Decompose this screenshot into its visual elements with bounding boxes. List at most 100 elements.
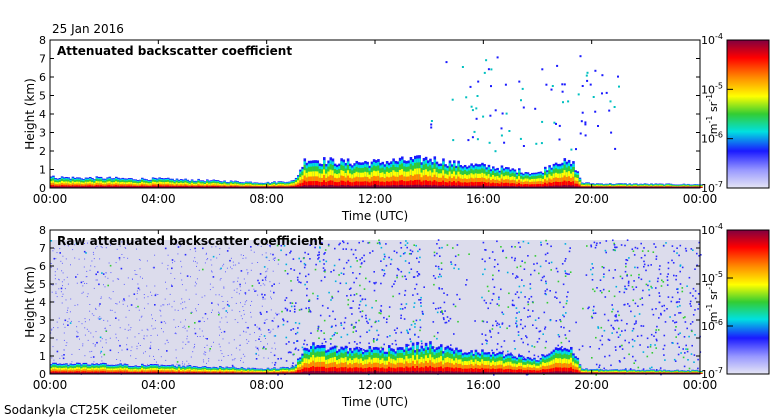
noise-speck	[337, 290, 340, 293]
noise-speck	[84, 355, 86, 357]
noise-speck	[219, 253, 221, 255]
noise-speck	[534, 255, 537, 257]
noise-speck	[656, 325, 658, 328]
boundary-layer-cell	[485, 182, 489, 188]
noise-speck	[103, 353, 106, 356]
noise-speck	[127, 243, 128, 245]
boundary-layer-cell	[331, 180, 335, 188]
noise-speck	[97, 317, 99, 319]
noise-speck	[346, 333, 349, 336]
noise-speck	[204, 351, 206, 353]
noise-speck	[298, 281, 300, 283]
noise-speck	[99, 316, 101, 318]
noise-speck	[91, 260, 93, 262]
noise-speck	[173, 300, 175, 302]
noise-speck	[197, 304, 199, 305]
noise-speck	[107, 277, 109, 279]
cloud-speck	[558, 124, 561, 127]
noise-speck	[684, 321, 687, 323]
noise-speck	[222, 301, 224, 302]
noise-speck	[481, 258, 484, 260]
noise-speck	[272, 328, 274, 330]
noise-speck	[346, 242, 349, 245]
noise-speck	[260, 285, 262, 287]
noise-speck	[186, 335, 188, 337]
noise-speck	[562, 314, 564, 316]
noise-speck	[643, 247, 645, 249]
noise-speck	[541, 276, 544, 279]
noise-speck	[316, 295, 319, 297]
noise-speck	[303, 343, 305, 345]
noise-speck	[675, 278, 677, 281]
boundary-layer-cell	[433, 180, 437, 188]
noise-speck	[76, 335, 78, 338]
noise-speck	[524, 296, 526, 298]
noise-speck	[384, 255, 386, 258]
cloud-speck	[541, 120, 544, 123]
noise-speck	[137, 283, 139, 285]
noise-speck	[89, 351, 91, 353]
noise-speck	[561, 263, 564, 265]
noise-speck	[487, 307, 489, 310]
noise-speck	[234, 358, 236, 360]
noise-speck	[386, 318, 388, 320]
noise-speck	[630, 310, 632, 313]
noise-speck	[340, 324, 343, 326]
noise-speck	[511, 354, 513, 356]
noise-speck	[338, 274, 340, 276]
boundary-layer-cell	[307, 181, 311, 188]
noise-speck	[618, 327, 620, 330]
noise-speck	[87, 293, 89, 295]
noise-speck	[220, 278, 222, 279]
noise-speck	[84, 334, 86, 336]
noise-speck	[508, 325, 511, 327]
noise-speck	[514, 257, 516, 260]
noise-speck	[251, 262, 253, 264]
noise-speck	[527, 303, 530, 306]
noise-speck	[356, 343, 358, 345]
noise-speck	[130, 327, 132, 329]
noise-speck	[169, 293, 171, 295]
noise-speck	[298, 309, 301, 311]
noise-speck	[581, 345, 584, 347]
noise-speck	[368, 329, 371, 332]
boundary-layer-cell	[502, 183, 506, 188]
noise-speck	[144, 307, 145, 309]
noise-speck	[508, 292, 510, 295]
noise-speck	[228, 305, 230, 307]
noise-speck	[670, 300, 673, 303]
noise-speck	[340, 322, 342, 324]
boundary-layer-cell	[509, 183, 512, 188]
noise-speck	[496, 322, 499, 324]
noise-speck	[667, 261, 670, 264]
noise-speck	[522, 341, 524, 344]
noise-speck	[262, 283, 264, 285]
boundary-layer-cell	[318, 181, 322, 188]
noise-speck	[92, 356, 95, 358]
noise-speck	[676, 342, 679, 345]
cloud-speck	[488, 141, 491, 144]
noise-speck	[587, 307, 589, 310]
noise-speck	[616, 331, 618, 334]
noise-speck	[267, 343, 268, 345]
noise-speck	[271, 362, 273, 364]
noise-speck	[513, 304, 515, 307]
noise-speck	[255, 358, 258, 360]
noise-speck	[87, 242, 88, 244]
noise-speck	[92, 343, 94, 345]
boundary-layer-cell	[390, 181, 393, 188]
noise-speck	[295, 347, 297, 350]
noise-speck	[239, 311, 241, 313]
noise-speck	[334, 280, 337, 283]
noise-speck	[288, 351, 291, 353]
noise-speck	[633, 315, 636, 318]
noise-speck	[442, 317, 445, 319]
noise-speck	[364, 298, 367, 301]
noise-speck	[564, 243, 567, 245]
noise-speck	[147, 296, 149, 298]
noise-speck	[215, 246, 217, 248]
noise-speck	[143, 352, 144, 354]
noise-speck	[642, 325, 645, 327]
noise-speck	[262, 298, 264, 300]
noise-speck	[154, 285, 156, 287]
